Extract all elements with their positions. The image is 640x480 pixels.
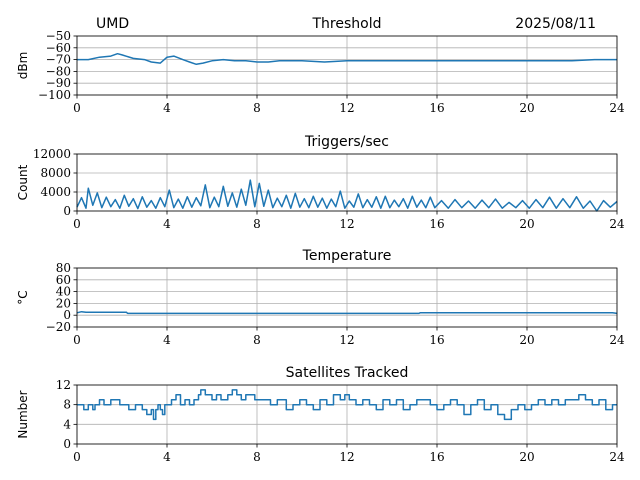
y-tick-label: 8 <box>63 398 71 412</box>
x-tick-label: 16 <box>429 450 444 464</box>
panel-title: Satellites Tracked <box>286 365 409 381</box>
y-tick-label: −20 <box>46 320 71 334</box>
x-tick-label: 20 <box>519 333 534 347</box>
x-tick-label: 12 <box>339 450 354 464</box>
series-line <box>76 310 618 315</box>
y-tick-label: −60 <box>46 41 71 55</box>
y-tick-label: −50 <box>46 29 71 43</box>
x-tick-label: 20 <box>519 101 534 115</box>
panel-title: Triggers/sec <box>304 134 389 150</box>
y-tick-label: 12000 <box>33 147 71 161</box>
x-tick-label: 20 <box>519 217 534 231</box>
y-tick-label: 12 <box>56 378 71 392</box>
y-axis-label: °C <box>16 290 30 304</box>
y-axis-label: Number <box>16 390 30 438</box>
x-tick-label: 16 <box>429 333 444 347</box>
x-tick-label: 16 <box>429 101 444 115</box>
series-line <box>77 52 617 66</box>
x-tick-label: 8 <box>253 101 261 115</box>
y-tick-label: 8000 <box>40 166 71 180</box>
series-line <box>76 179 618 212</box>
y-tick-label: 0 <box>63 204 71 218</box>
x-tick-label: 12 <box>339 217 354 231</box>
panel-title: Threshold <box>312 16 382 32</box>
y-tick-label: 20 <box>56 296 71 310</box>
y-tick-label: −90 <box>46 76 71 90</box>
y-tick-label: −100 <box>38 88 71 102</box>
y-axis-label: dBm <box>16 52 30 80</box>
x-tick-label: 4 <box>163 333 171 347</box>
y-tick-label: −70 <box>46 53 71 67</box>
y-tick-label: 60 <box>56 273 71 287</box>
x-tick-label: 12 <box>339 101 354 115</box>
x-tick-label: 24 <box>609 101 625 115</box>
x-tick-label: 8 <box>253 450 261 464</box>
x-tick-label: 4 <box>163 450 171 464</box>
y-tick-label: 40 <box>56 285 71 299</box>
x-tick-label: 0 <box>73 333 81 347</box>
y-tick-label: −80 <box>46 64 71 78</box>
panel-2: 0 4 8 12 16 20 24 0 4000 8000 12000 Triggers/sec Cou… <box>16 134 625 231</box>
x-tick-label: 20 <box>519 450 534 464</box>
x-tick-label: 24 <box>609 333 625 347</box>
header-date: 2025/08/11 <box>515 16 596 32</box>
x-tick-label: 0 <box>73 450 81 464</box>
x-tick-label: 24 <box>609 450 625 464</box>
x-tick-label: 24 <box>609 217 625 231</box>
x-tick-label: 0 <box>73 101 81 115</box>
x-tick-label: 4 <box>163 217 171 231</box>
y-tick-label: 0 <box>63 437 71 451</box>
x-tick-label: 8 <box>253 217 261 231</box>
y-axis-label: Count <box>16 164 30 200</box>
y-tick-label: 4 <box>63 417 71 431</box>
series-line <box>77 389 617 421</box>
panel-4: 0 4 8 12 16 20 24 0 4 8 12 Satellites Tracked Number <box>16 365 625 464</box>
x-tick-label: 16 <box>429 217 444 231</box>
x-tick-label: 8 <box>253 333 261 347</box>
y-tick-label: 4000 <box>40 185 71 199</box>
x-tick-label: 4 <box>163 101 171 115</box>
x-tick-label: 0 <box>73 217 81 231</box>
y-tick-label: 80 <box>56 261 71 275</box>
panel-1: 0 4 8 12 16 20 24 −100−90−80−70−60−50 Threshold d… <box>16 16 625 115</box>
x-tick-label: 12 <box>339 333 354 347</box>
header-station: UMD <box>96 16 129 32</box>
panel-title: Temperature <box>302 248 392 264</box>
y-tick-label: 0 <box>63 308 71 322</box>
